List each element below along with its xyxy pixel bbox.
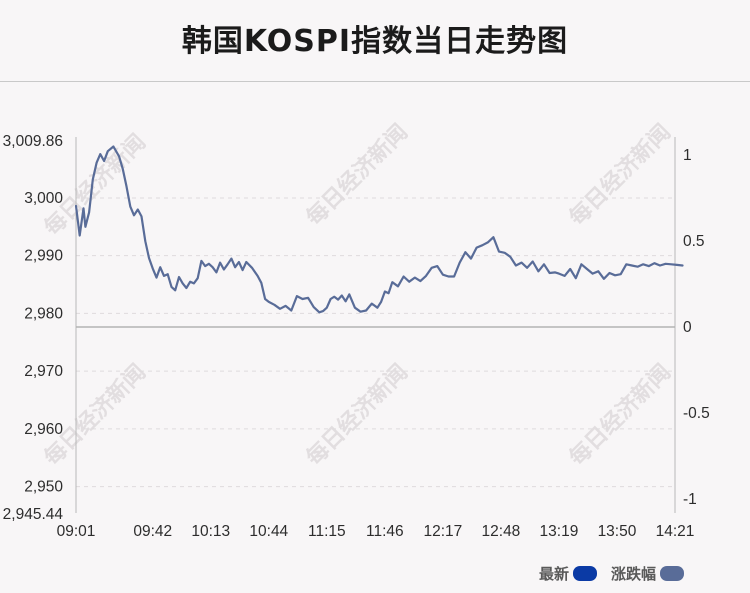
y-tick-label-3: 2,980 — [24, 305, 63, 322]
legend-swatch-latest — [572, 566, 597, 581]
y-tick-label-1: 3,000 — [24, 190, 63, 207]
axes — [75, 137, 676, 513]
x-tick-label-5: 11:46 — [366, 523, 404, 540]
x-tick-label-10: 14:21 — [656, 523, 695, 540]
grid-lines — [76, 197, 675, 488]
legend-label-latest: 最新 — [538, 565, 569, 583]
y-tick-label-4: 2,970 — [24, 363, 63, 380]
x-tick-label-7: 12:48 — [482, 523, 521, 540]
y-tick-label-5: 2,960 — [24, 421, 63, 438]
y2-axis-labels: 1 0.5 0 -0.5 -1 — [683, 147, 710, 508]
x-tick-label-2: 10:13 — [191, 523, 230, 540]
chart-title: 韩国KOSPI指数当日走势图 — [181, 24, 569, 59]
y-tick-label-2: 2,990 — [24, 248, 63, 265]
y2-tick-label-1: 0.5 — [683, 233, 705, 250]
legend-item-latest[interactable]: 最新 — [539, 563, 597, 584]
y2-tick-label-4: -1 — [683, 491, 697, 508]
series-layer — [74, 145, 684, 314]
x-tick-label-0: 09:01 — [57, 523, 96, 540]
legend: 最新 涨跌幅 — [525, 563, 684, 584]
y-axis-labels: 3,009.86 3,000 2,990 2,980 2,970 2,960 2,950 2,… — [3, 133, 64, 523]
title-divider — [0, 81, 750, 82]
y2-tick-label-3: -0.5 — [683, 405, 710, 422]
watermark-5: 每日经济新闻 — [564, 359, 676, 471]
legend-swatch-change — [660, 566, 684, 581]
y-tick-label-6: 2,950 — [24, 479, 63, 496]
watermark-2: 每日经济新闻 — [564, 119, 676, 231]
series-line-0 — [74, 145, 684, 314]
watermark-4: 每日经济新闻 — [301, 359, 413, 471]
y2-tick-label-0: 1 — [683, 147, 692, 164]
x-tick-label-6: 12:17 — [423, 523, 462, 540]
y-tick-label-7: 2,945.44 — [3, 506, 64, 523]
x-tick-label-8: 13:19 — [540, 523, 579, 540]
x-tick-label-3: 10:44 — [249, 523, 288, 540]
watermark-1: 每日经济新闻 — [301, 119, 413, 231]
x-axis-labels: 09:01 09:42 10:13 10:44 11:15 11:46 12:17 12:48… — [57, 523, 695, 540]
y-tick-label-0: 3,009.86 — [3, 133, 63, 150]
legend-item-change[interactable]: 涨跌幅 — [611, 563, 684, 584]
legend-label-change: 涨跌幅 — [610, 565, 656, 583]
x-tick-label-1: 09:42 — [133, 523, 172, 540]
x-tick-label-9: 13:50 — [598, 523, 637, 540]
y2-tick-label-2: 0 — [683, 319, 692, 336]
x-tick-label-4: 11:15 — [308, 523, 346, 540]
